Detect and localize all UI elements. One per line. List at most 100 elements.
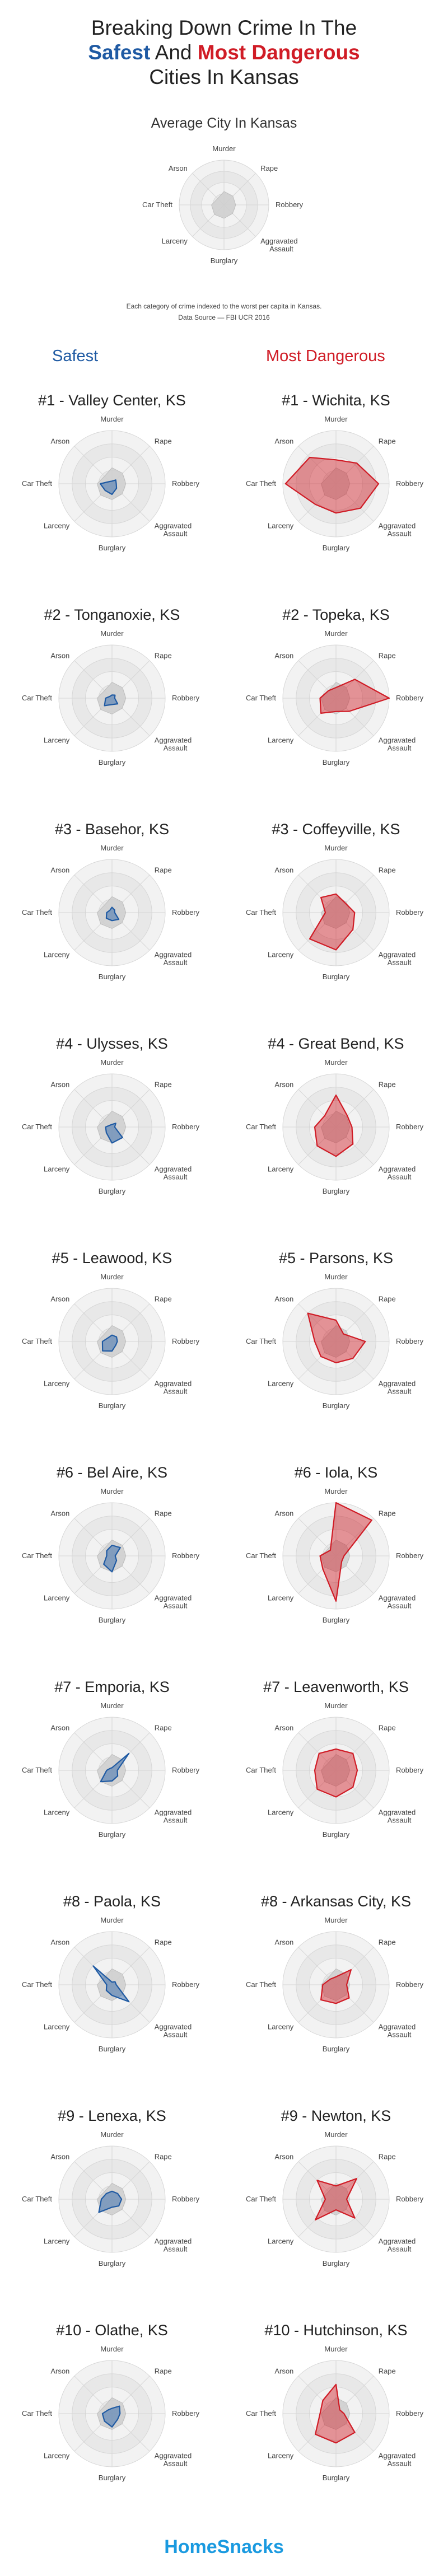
safest-9-radar-chart: Murder Rape Robbery Aggravated Assault Burgla… [22, 2130, 200, 2268]
average-shape [320, 2182, 351, 2216]
axis-label-larceny: Larceny [268, 1808, 294, 1817]
safest-7-radar-chart: Murder Rape Robbery Aggravated Assault Burgla… [22, 1701, 200, 1839]
axis-label-murder: Murder [100, 629, 124, 638]
axis-label-arson: Arson [274, 1509, 293, 1517]
axis-label-rape: Rape [155, 2152, 172, 2161]
axis-label-rape: Rape [155, 1723, 172, 1732]
axis-label-murder: Murder [324, 1701, 348, 1710]
axis-label-robbery: Robbery [172, 1337, 200, 1345]
dangerous-6-city-title: #6 - Iola, KS [294, 1464, 378, 1481]
axis-label-burglary: Burglary [323, 758, 350, 766]
safest-6-radar-chart: Murder Rape Robbery Aggravated Assault Burgla… [22, 1487, 200, 1624]
axis-label-burglary: Burglary [99, 1830, 126, 1839]
dangerous-7-radar-chart: Murder Rape Robbery Aggravated Assault Burgla… [246, 1701, 424, 1839]
axis-label-arson: Arson [50, 1509, 69, 1517]
title-line-2: Safest And Most Dangerous [0, 40, 448, 65]
axis-label-arson: Arson [274, 1938, 293, 1946]
axis-label-burglary: Burglary [323, 1616, 350, 1624]
dangerous-3-city-title: #3 - Coffeyville, KS [272, 821, 400, 838]
safest-5-city-title: #5 - Leawood, KS [52, 1250, 172, 1266]
safest-6-crime-shape [103, 1544, 121, 1573]
safest-2-radar-chart: Murder Rape Robbery Aggravated Assault Burgla… [22, 629, 200, 766]
axis-label-robbery: Robbery [276, 200, 304, 209]
axis-label-rape: Rape [379, 1509, 396, 1517]
axis-label-burglary: Burglary [323, 973, 350, 981]
axis-label-rape: Rape [379, 866, 396, 874]
safest-10-radar-chart: Murder Rape Robbery Aggravated Assault Burgla… [22, 2345, 200, 2482]
axis-label-larceny: Larceny [162, 237, 188, 245]
safest-3-crime-shape [105, 906, 120, 922]
axis-label-burglary: Burglary [323, 1401, 350, 1410]
axis-label-murder: Murder [100, 2345, 124, 2353]
safest-4-city-title: #4 - Ulysses, KS [56, 1035, 168, 1052]
axis-label-arson: Arson [274, 2367, 293, 2375]
axis-label-larceny: Larceny [44, 1380, 70, 1388]
axis-label-robbery: Robbery [172, 2195, 200, 2203]
axis-label-robbery: Robbery [396, 908, 424, 917]
axis-label-larceny: Larceny [44, 1594, 70, 1602]
axis-label-arson: Arson [274, 2152, 293, 2161]
axis-label-robbery: Robbery [172, 1551, 200, 1560]
axis-label-larceny: Larceny [44, 522, 70, 530]
axis-label-rape: Rape [379, 2152, 396, 2161]
axis-label-burglary: Burglary [99, 1616, 126, 1624]
axis-label-rape: Rape [379, 1080, 396, 1088]
axis-label-arson: Arson [50, 1294, 69, 1303]
safest-10-city-title: #10 - Olathe, KS [56, 2322, 168, 2339]
dangerous-7-city-title: #7 - Leavenworth, KS [263, 1679, 409, 1695]
axis-label-robbery: Robbery [396, 1766, 424, 1774]
axis-label-robbery: Robbery [172, 1766, 200, 1774]
average-radar-chart: Murder Rape Robbery Aggravated Assault Burgla… [142, 144, 304, 265]
axis-label-robbery: Robbery [172, 1123, 200, 1131]
axis-label-murder: Murder [100, 2130, 124, 2139]
axis-label-robbery: Robbery [396, 2195, 424, 2203]
dangerous-5-crime-shape [307, 1312, 366, 1364]
axis-label-car-theft: Car Theft [246, 694, 276, 702]
axis-label-burglary: Burglary [323, 1830, 350, 1839]
axis-label-arson: Arson [274, 651, 293, 660]
axis-label-aggravated-assault: Aggravated Assault [379, 2237, 416, 2254]
axis-label-murder: Murder [324, 1487, 348, 1495]
dangerous-5-city-title: #5 - Parsons, KS [278, 1250, 394, 1266]
axis-label-burglary: Burglary [99, 973, 126, 981]
axis-label-murder: Murder [100, 844, 124, 852]
axis-label-rape: Rape [155, 1080, 172, 1088]
dangerous-2-crime-shape [319, 679, 390, 714]
axis-label-robbery: Robbery [396, 1551, 424, 1560]
axis-label-aggravated-assault: Aggravated Assault [379, 1594, 416, 1610]
axis-label-rape: Rape [155, 437, 172, 445]
axis-label-murder: Murder [324, 2345, 348, 2353]
axis-label-larceny: Larceny [268, 736, 294, 745]
axis-label-burglary: Burglary [99, 758, 126, 766]
safest-1-radar-chart: Murder Rape Robbery Aggravated Assault Burgla… [22, 415, 200, 552]
title-safest: Safest [88, 41, 151, 64]
axis-label-larceny: Larceny [268, 2237, 294, 2246]
axis-label-murder: Murder [212, 144, 236, 153]
axis-label-car-theft: Car Theft [22, 479, 52, 488]
average-shape [320, 1968, 351, 2002]
axis-label-aggravated-assault: Aggravated Assault [155, 2023, 192, 2039]
dangerous-9-crime-shape [314, 2177, 357, 2220]
title-line-3: Cities In Kansas [149, 66, 299, 88]
axis-label-rape: Rape [379, 1294, 396, 1303]
axis-label-burglary: Burglary [323, 2474, 350, 2482]
dangerous-1-radar-chart: Murder Rape Robbery Aggravated Assault Burgla… [246, 415, 424, 552]
axis-label-larceny: Larceny [44, 2452, 70, 2460]
axis-label-car-theft: Car Theft [246, 2195, 276, 2203]
axis-label-car-theft: Car Theft [22, 1551, 52, 1560]
safest-8-city-title: #8 - Paola, KS [63, 1893, 161, 1910]
average-shape [96, 467, 127, 501]
axis-label-rape: Rape [155, 1294, 172, 1303]
safest-8-radar-chart: Murder Rape Robbery Aggravated Assault Burgla… [22, 1916, 200, 2053]
axis-label-aggravated-assault: Aggravated Assault [379, 1808, 416, 1825]
title-most-dangerous: Most Dangerous [197, 41, 360, 64]
axis-label-rape: Rape [155, 1938, 172, 1946]
axis-label-larceny: Larceny [268, 522, 294, 530]
axis-label-murder: Murder [324, 415, 348, 423]
axis-label-burglary: Burglary [99, 2045, 126, 2053]
dangerous-10-radar-chart: Murder Rape Robbery Aggravated Assault Burgla… [246, 2345, 424, 2482]
axis-label-car-theft: Car Theft [22, 2195, 52, 2203]
safest-2-crime-shape [104, 694, 119, 707]
axis-label-car-theft: Car Theft [246, 908, 276, 917]
dangerous-10-city-title: #10 - Hutchinson, KS [264, 2322, 408, 2339]
